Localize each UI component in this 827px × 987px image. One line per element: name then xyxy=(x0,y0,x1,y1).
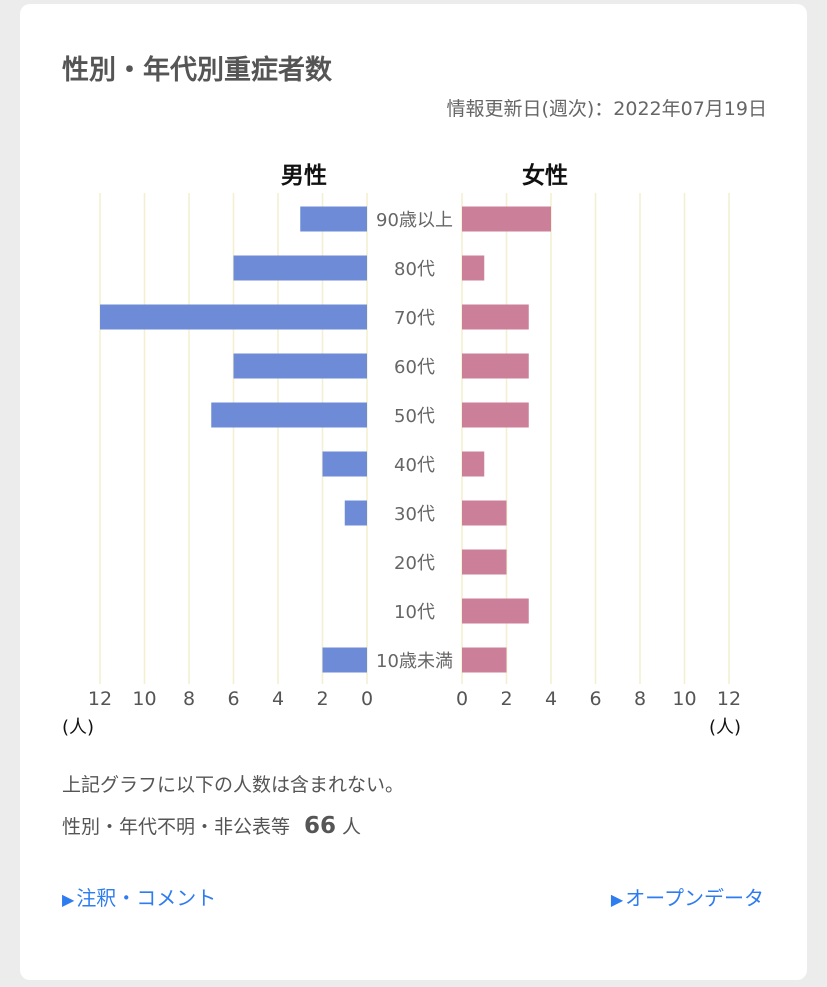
female-unit-label: (人) xyxy=(709,717,741,738)
category-label: 50代 xyxy=(394,406,435,427)
note-excluded: 上記グラフに以下の人数は含まれない。 xyxy=(62,774,405,796)
notes-link[interactable]: ▶ 注釈・コメント xyxy=(62,882,216,911)
note-unknown-count: 性別・年代不明・非公表等 66 人 xyxy=(62,812,361,839)
female-tick-label: 8 xyxy=(634,688,646,710)
female-tick-label: 0 xyxy=(456,688,468,710)
male-tick-label: 12 xyxy=(88,688,112,710)
female-bar xyxy=(462,500,507,526)
category-label: 20代 xyxy=(394,553,435,574)
category-label: 60代 xyxy=(394,357,435,378)
female-bar xyxy=(462,353,529,379)
male-tick-label: 6 xyxy=(227,688,239,710)
female-bar xyxy=(462,598,529,624)
female-tick-label: 10 xyxy=(672,688,696,710)
female-bar xyxy=(462,549,507,575)
male-bar xyxy=(233,353,367,379)
male-bar xyxy=(211,402,367,428)
male-unit-label: (人) xyxy=(62,717,94,738)
female-bar xyxy=(462,255,485,281)
female-bar xyxy=(462,451,485,477)
male-bar xyxy=(344,500,367,526)
category-label: 40代 xyxy=(394,455,435,476)
male-bar xyxy=(233,255,367,281)
male-series-label: 男性 xyxy=(281,163,327,189)
page-title: 性別・年代別重症者数 xyxy=(62,55,332,86)
chart-card xyxy=(20,4,807,980)
male-bar xyxy=(100,304,367,330)
category-label: 30代 xyxy=(394,504,435,525)
female-tick-label: 6 xyxy=(589,688,601,710)
category-label: 10歳未満 xyxy=(376,651,453,672)
male-bar xyxy=(300,206,367,232)
male-tick-label: 10 xyxy=(132,688,156,710)
unknown-count-value: 66 xyxy=(304,813,337,839)
female-bar xyxy=(462,206,551,232)
open-data-link-label: オープンデータ xyxy=(625,886,764,910)
male-tick-label: 4 xyxy=(272,688,284,710)
category-label: 90歳以上 xyxy=(376,210,453,231)
female-bar xyxy=(462,402,529,428)
category-label: 80代 xyxy=(394,259,435,280)
triangle-right-icon: ▶ xyxy=(610,890,624,909)
unknown-count-unit: 人 xyxy=(342,816,362,838)
male-bar xyxy=(322,451,367,477)
female-series-label: 女性 xyxy=(522,162,568,189)
female-tick-label: 4 xyxy=(545,688,557,710)
open-data-link[interactable]: ▶ オープンデータ xyxy=(611,882,764,911)
category-label: 70代 xyxy=(394,308,435,329)
note-unknown-label: 性別・年代不明・非公表等 xyxy=(62,816,291,838)
update-date: 情報更新日(週次)：2022年07月19日 xyxy=(446,98,767,120)
male-tick-label: 2 xyxy=(316,688,328,710)
female-bar xyxy=(462,304,529,330)
female-bar xyxy=(462,647,507,673)
female-tick-label: 2 xyxy=(500,688,512,710)
male-tick-label: 8 xyxy=(183,688,195,710)
female-tick-label: 12 xyxy=(717,688,741,710)
male-bar xyxy=(322,647,367,673)
category-label: 10代 xyxy=(394,602,435,623)
notes-link-label: 注釈・コメント xyxy=(76,886,217,910)
triangle-right-icon: ▶ xyxy=(62,890,75,909)
male-tick-label: 0 xyxy=(361,688,373,710)
